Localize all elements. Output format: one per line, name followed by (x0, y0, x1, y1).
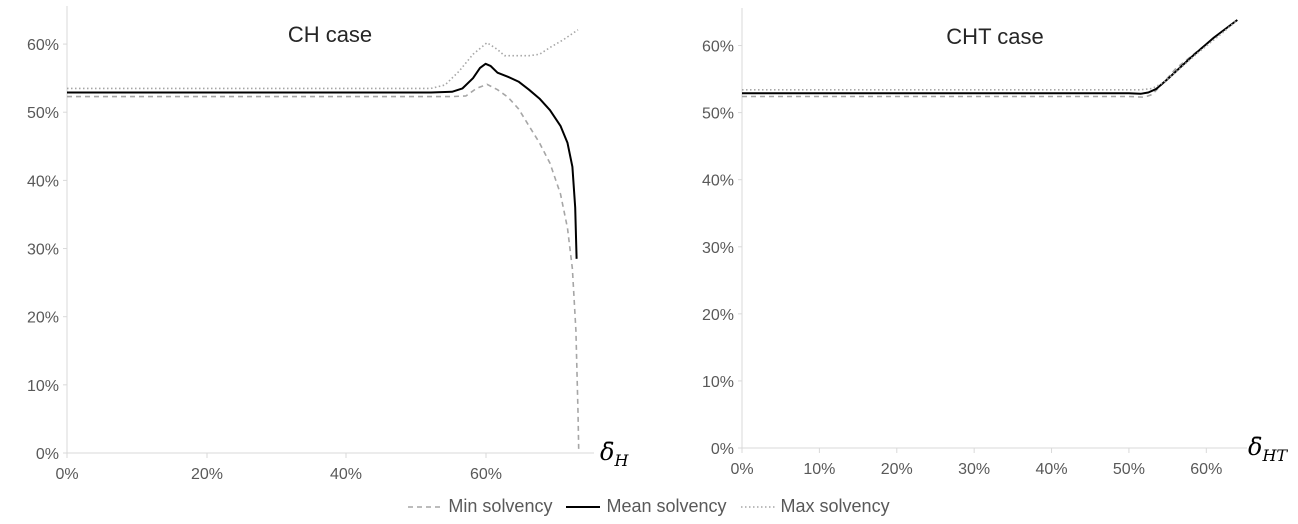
cht-y-tick-label: 0% (711, 441, 734, 458)
ch-x-tick-label: 20% (191, 466, 223, 483)
legend-label-max: Max solvency (780, 496, 890, 516)
legend-item-mean: Mean solvency (566, 496, 727, 517)
ch-y-tick-label: 0% (36, 446, 59, 463)
cht-x-tick-label: 40% (1036, 461, 1068, 478)
ch-y-tick-label: 30% (27, 242, 59, 259)
ch-y-tick-label: 10% (27, 378, 59, 395)
cht-x-tick-label: 60% (1190, 461, 1222, 478)
cht-x-tick-label: 10% (803, 461, 835, 478)
cht-series-max-solvency (742, 19, 1238, 91)
legend-label-mean: Mean solvency (606, 496, 727, 516)
cht-x-tick-label: 0% (730, 461, 753, 478)
legend-swatch-mean (566, 505, 601, 508)
cht-x-tick-label: 30% (958, 461, 990, 478)
legend-label-min: Min solvency (448, 496, 553, 516)
ch-x-axis-label: δ̄H (600, 438, 629, 470)
cht-y-tick-label: 10% (702, 374, 734, 391)
legend-swatch-min (408, 505, 443, 508)
cht-y-tick-label: 30% (702, 240, 734, 257)
legend: Min solvency Mean solvency Max solvency (0, 496, 1298, 517)
cht-x-tick-label: 50% (1113, 461, 1145, 478)
chart-canvas: 0% 10% 20% 30% 40% 50% 60% 0% 20% 40% 60% CH case δ̄… (27, 6, 1288, 483)
ch-y-tick-label: 60% (27, 37, 59, 54)
cht-y-tick-label: 20% (702, 307, 734, 324)
cht-y-tick-label: 40% (702, 173, 734, 190)
cht-series-mean-solvency (742, 19, 1238, 95)
ch-x-tick-label: 0% (55, 466, 78, 483)
ch-chart-title: CH case (288, 22, 372, 47)
ch-y-tick-label: 50% (27, 105, 59, 122)
ch-y-tick-label: 40% (27, 173, 59, 190)
cht-chart-title: CHT case (946, 24, 1043, 49)
ch-series-mean-solvency (67, 62, 578, 259)
cht-x-axis-label: δ̄HT (1248, 433, 1288, 465)
ch-series-min-solvency (67, 83, 580, 450)
legend-swatch-max (740, 505, 775, 508)
legend-item-min: Min solvency (408, 496, 552, 517)
legend-item-max: Max solvency (740, 496, 890, 517)
ch-y-tick-label: 20% (27, 310, 59, 327)
cht-y-tick-label: 60% (702, 39, 734, 56)
ch-x-tick-label: 40% (330, 466, 362, 483)
cht-y-tick-label: 50% (702, 106, 734, 123)
ch-x-tick-label: 60% (470, 466, 502, 483)
cht-x-tick-label: 20% (881, 461, 913, 478)
